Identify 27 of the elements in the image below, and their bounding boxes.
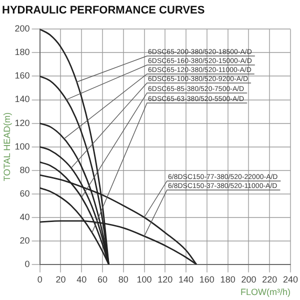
y-axis-title: TOTAL HEAD(m)	[2, 112, 12, 182]
y-tick-label: 140	[14, 94, 30, 104]
y-tick-label: 20	[20, 235, 30, 246]
y-tick-label: 180	[14, 47, 30, 58]
x-tick-label: 180	[220, 274, 236, 284]
x-tick-label: 200	[241, 274, 256, 284]
x-tick-label: 60	[97, 274, 108, 284]
x-axis-title: FLOW(m³/h)	[240, 287, 290, 298]
y-tick-label: 40	[20, 212, 30, 222]
x-tick-label: 0	[37, 274, 42, 284]
x-tick-label: 240	[282, 274, 298, 284]
x-tick-label: 140	[178, 274, 194, 284]
x-tick-label: 20	[56, 274, 66, 284]
x-tick-label: 220	[262, 274, 278, 284]
y-tick-label: 160	[14, 70, 30, 81]
y-tick-label: 100	[14, 141, 30, 152]
x-tick-label: 40	[76, 274, 87, 284]
chart-title: HYDRAULIC PERFORMANCE CURVES	[2, 4, 205, 17]
x-tick-label: 100	[136, 274, 152, 284]
y-tick-label: 200	[14, 24, 30, 34]
x-tick-label: 120	[158, 274, 173, 284]
x-tick-label: 160	[199, 274, 214, 284]
x-tick-label: 80	[118, 274, 128, 284]
y-tick-label: 120	[14, 118, 30, 128]
y-tick-label: 80	[20, 164, 30, 175]
y-tick-label: 0	[24, 258, 30, 269]
y-tick-label: 60	[20, 188, 30, 198]
